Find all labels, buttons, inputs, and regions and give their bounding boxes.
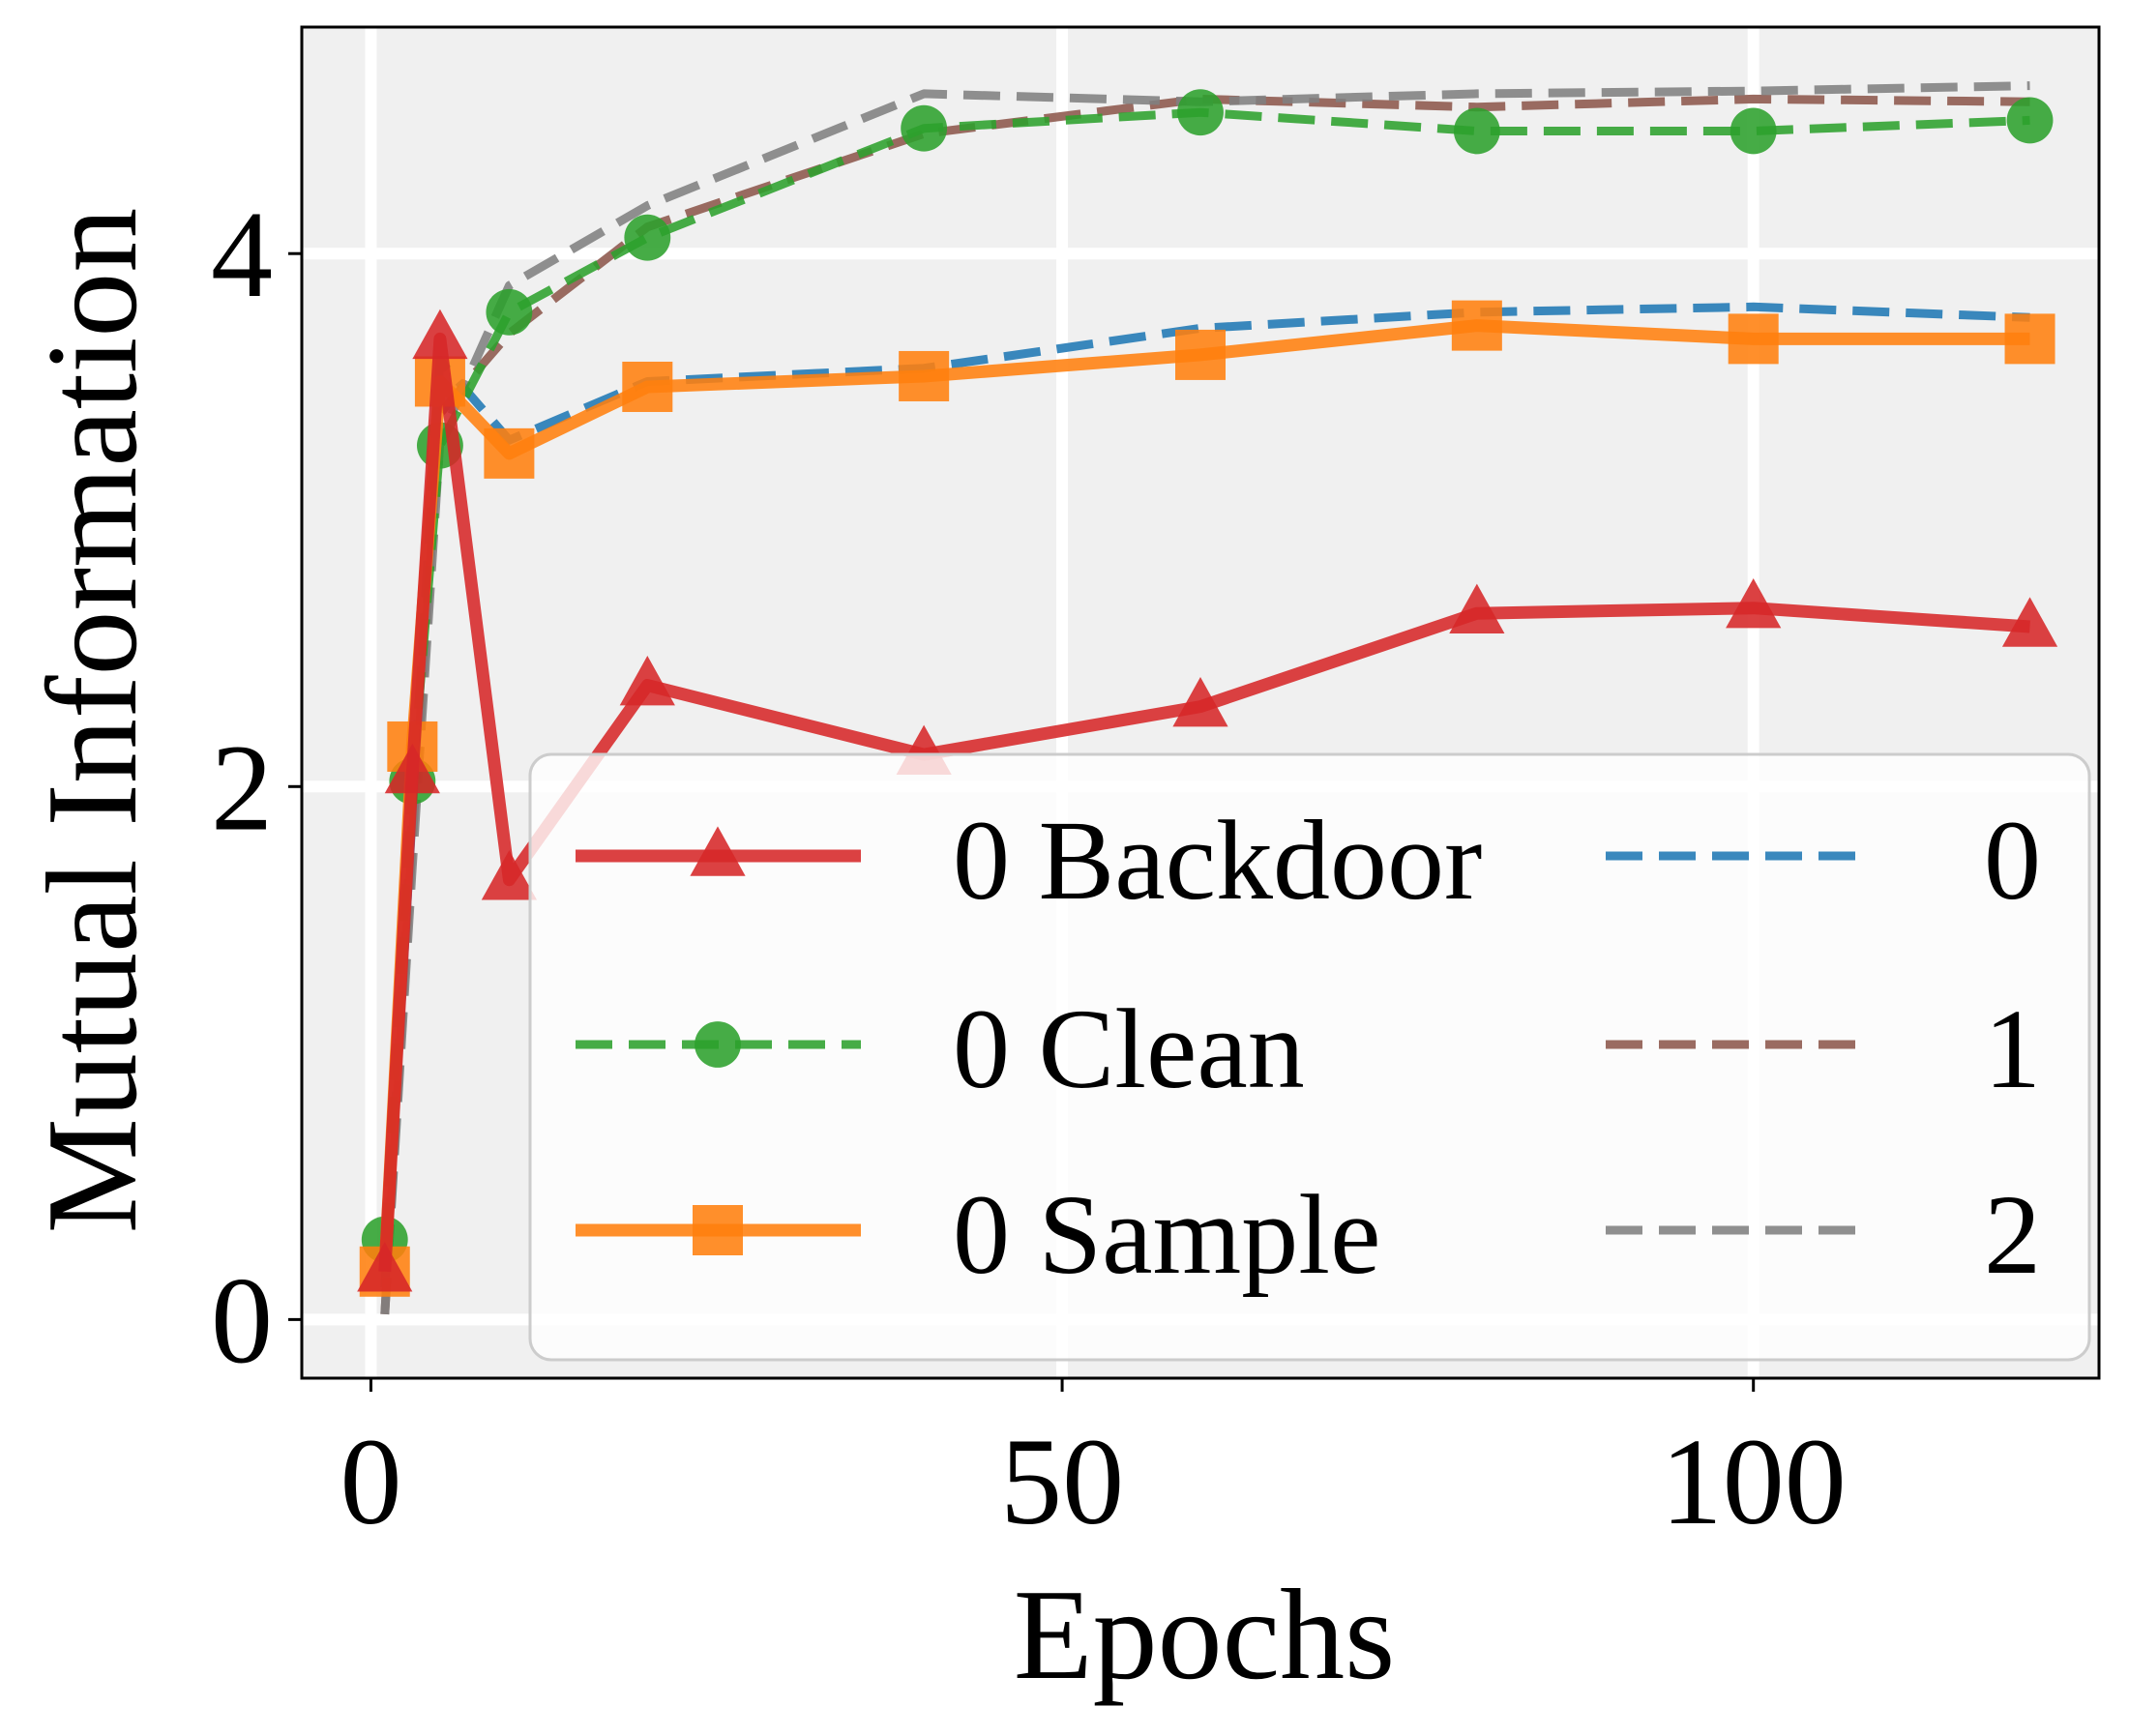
data-point xyxy=(484,427,535,479)
data-point xyxy=(1449,583,1505,633)
plot-frame xyxy=(300,25,2101,1380)
legend-label: 1 xyxy=(1984,986,2041,1112)
legend-box xyxy=(528,752,2091,1362)
legend-marker xyxy=(695,1021,741,1068)
legend-marker xyxy=(690,826,746,876)
data-point xyxy=(1177,89,1224,136)
x-tick-label: 50 xyxy=(1000,1413,1124,1550)
data-point xyxy=(2001,597,2058,647)
data-point xyxy=(1451,300,1502,351)
data-point xyxy=(624,214,671,261)
data-point xyxy=(481,850,537,900)
legend-marker xyxy=(693,1205,743,1255)
data-point xyxy=(412,309,468,360)
legend-entry: 0 xyxy=(1606,797,2041,924)
axes: 0 50 100 0 2 4 xyxy=(211,25,2101,1550)
legend-label: 0 xyxy=(1984,797,2041,924)
legend: 0 Backdoor 0 Clean 0 Sample 0 1 2 xyxy=(528,752,2091,1362)
data-point xyxy=(1728,313,1779,365)
data-point xyxy=(384,743,440,794)
data-point xyxy=(1175,329,1226,380)
series-1 xyxy=(357,309,2058,1292)
data-point xyxy=(486,288,533,336)
x-axis-label: Epochs xyxy=(1014,1563,1395,1706)
data-point xyxy=(2006,97,2054,144)
data-point xyxy=(1453,107,1500,155)
legend-entry: 2 xyxy=(1606,1171,2041,1298)
legend-label: 0 Clean xyxy=(953,986,1305,1112)
data-point xyxy=(2004,313,2055,365)
x-tick-label: 0 xyxy=(340,1413,401,1550)
legend-label: 0 Sample xyxy=(953,1171,1380,1298)
data-point xyxy=(357,1242,413,1292)
legend-label: 2 xyxy=(1984,1171,2041,1298)
y-tick-label: 2 xyxy=(211,719,273,856)
legend-entry: 0 Clean xyxy=(576,986,1305,1112)
y-axis-label: Mutual Information xyxy=(20,208,163,1234)
data-point xyxy=(901,104,948,152)
data-point xyxy=(1726,578,1782,629)
x-tick-label: 100 xyxy=(1661,1413,1847,1550)
data-point xyxy=(619,655,675,706)
legend-label: 0 Backdoor xyxy=(953,797,1482,924)
y-tick-label: 4 xyxy=(211,186,273,323)
y-tick-label: 0 xyxy=(211,1251,273,1389)
data-point xyxy=(899,350,950,401)
series-line xyxy=(380,107,2030,1240)
legend-entry: 0 Sample xyxy=(576,1171,1380,1298)
series-layer xyxy=(357,81,2058,1315)
data-point xyxy=(1172,677,1228,727)
series-line xyxy=(378,332,2030,1273)
legend-entry: 0 Backdoor xyxy=(576,797,1482,924)
legend-entry: 1 xyxy=(1606,986,2041,1112)
data-point xyxy=(1730,107,1777,155)
data-point xyxy=(622,361,673,412)
